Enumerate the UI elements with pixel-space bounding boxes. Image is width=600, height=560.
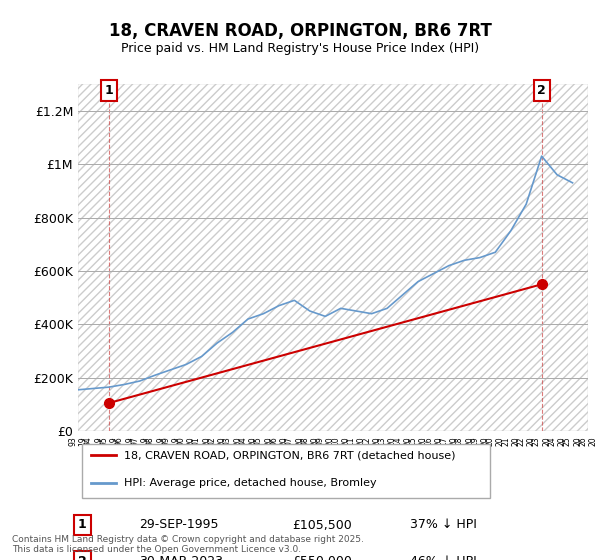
- Text: 1: 1: [78, 519, 87, 531]
- Text: HPI: Average price, detached house, Bromley: HPI: Average price, detached house, Brom…: [124, 478, 377, 488]
- Text: 18, CRAVEN ROAD, ORPINGTON, BR6 7RT: 18, CRAVEN ROAD, ORPINGTON, BR6 7RT: [109, 22, 491, 40]
- Text: 30-MAR-2023: 30-MAR-2023: [139, 555, 223, 560]
- Text: 18, CRAVEN ROAD, ORPINGTON, BR6 7RT (detached house): 18, CRAVEN ROAD, ORPINGTON, BR6 7RT (det…: [124, 450, 456, 460]
- Text: 2: 2: [537, 84, 546, 97]
- Text: £105,500: £105,500: [292, 519, 352, 531]
- Text: 29-SEP-1995: 29-SEP-1995: [139, 519, 218, 531]
- Text: 37% ↓ HPI: 37% ↓ HPI: [409, 519, 476, 531]
- Text: 2: 2: [78, 555, 87, 560]
- Text: £550,000: £550,000: [292, 555, 352, 560]
- Text: 1: 1: [104, 84, 113, 97]
- Text: Contains HM Land Registry data © Crown copyright and database right 2025.
This d: Contains HM Land Registry data © Crown c…: [12, 535, 364, 554]
- Text: 46% ↓ HPI: 46% ↓ HPI: [409, 555, 476, 560]
- Text: Price paid vs. HM Land Registry's House Price Index (HPI): Price paid vs. HM Land Registry's House …: [121, 42, 479, 55]
- FancyBboxPatch shape: [82, 444, 490, 498]
